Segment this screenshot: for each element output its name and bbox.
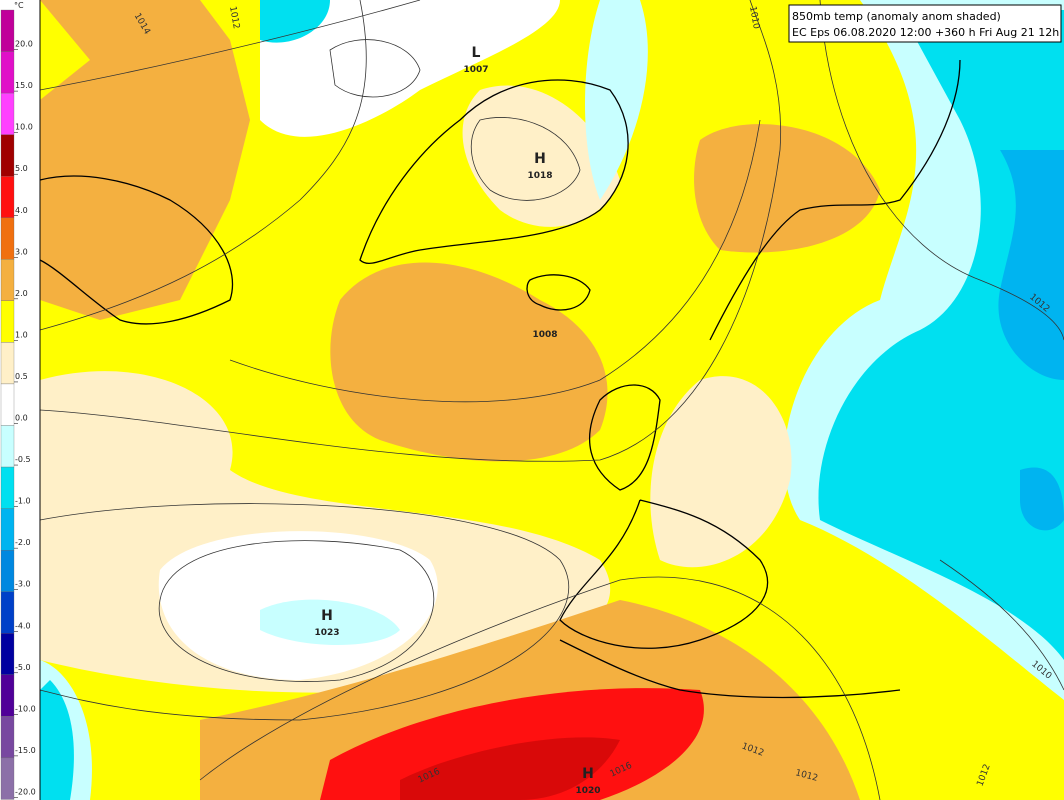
colorbar-label: -4.0 [15, 621, 31, 630]
header: 850mb temp (anomaly anom shaded) EC Eps … [788, 4, 1062, 43]
colorbar-swatch [0, 757, 15, 800]
colorbar-label: 3.0 [15, 247, 28, 256]
colorbar-label: -0.5 [15, 455, 31, 464]
colorbar-swatch [0, 550, 15, 592]
colorbar-swatch [0, 51, 15, 94]
colorbar-unit: °C [14, 1, 24, 10]
colorbar-label: 10.0 [15, 123, 33, 132]
colorbar-label: 4.0 [15, 206, 28, 215]
colorbar-label: 0.5 [15, 372, 28, 381]
colorbar-swatch [0, 716, 15, 759]
colorbar-swatch [0, 9, 15, 52]
colorbar-swatch [0, 300, 15, 343]
colorbar-label: 20.0 [15, 40, 33, 49]
colorbar-swatch [0, 466, 15, 509]
coastline [39, 59, 961, 699]
pressure-letter: H [321, 608, 333, 624]
pressure-centers: L 1007 H 1018 1008 H 1023 H 1020 [314, 45, 600, 796]
colorbar-swatch [0, 259, 15, 301]
colorbar-label: -20.0 [15, 787, 36, 796]
colorbar-swatch [0, 176, 15, 218]
colorbar-label: 5.0 [15, 164, 28, 173]
map-field [40, 0, 1064, 800]
isobar [39, 0, 1064, 800]
colorbar-label: -2.0 [15, 538, 31, 547]
pressure-value: 1020 [575, 786, 600, 796]
pressure-letter: L [472, 45, 481, 61]
colorbar-swatch [0, 217, 15, 260]
colorbar-label: 1.0 [15, 330, 28, 339]
pressure-value: 1018 [527, 171, 552, 181]
isobar-label: 1010 [747, 6, 761, 31]
colorbar-label: -3.0 [15, 580, 31, 589]
header-line: EC Eps 06.08.2020 12:00 +360 h Fri Aug 2… [792, 26, 1059, 39]
colorbar-label: -15.0 [15, 746, 36, 755]
isobar-label: 1012 [227, 6, 241, 30]
pressure-value: 1007 [463, 65, 488, 75]
colorbar-swatch [0, 674, 15, 717]
colorbar-swatch [0, 342, 15, 385]
colorbar-label: -10.0 [15, 704, 36, 713]
colorbar-swatch [0, 633, 15, 675]
pressure-letter: H [582, 766, 594, 782]
colorbar-label: -5.0 [15, 663, 31, 672]
colorbar-label: 15.0 [15, 81, 33, 90]
colorbar: °C 20.0 15.0 10.0 5.0 4.0 3.0 2.0 1.0 0.5 0.0 -0.5… [0, 0, 41, 800]
colorbar-swatch [0, 383, 15, 426]
pressure-letter: H [534, 151, 546, 167]
colorbar-swatch [0, 508, 15, 551]
header-box [788, 4, 1062, 43]
colorbar-label: 0.0 [15, 414, 28, 423]
pressure-value: 1008 [532, 330, 557, 340]
colorbar-swatch [0, 425, 15, 468]
colorbar-swatch [0, 134, 15, 177]
colorbar-swatch [0, 92, 15, 135]
colorbar-label: -1.0 [15, 497, 31, 506]
pressure-value: 1023 [314, 628, 339, 638]
colorbar-swatch [0, 591, 15, 634]
colorbar-label: 2.0 [15, 289, 28, 298]
header-line: 850mb temp (anomaly anom shaded) [792, 10, 1001, 23]
